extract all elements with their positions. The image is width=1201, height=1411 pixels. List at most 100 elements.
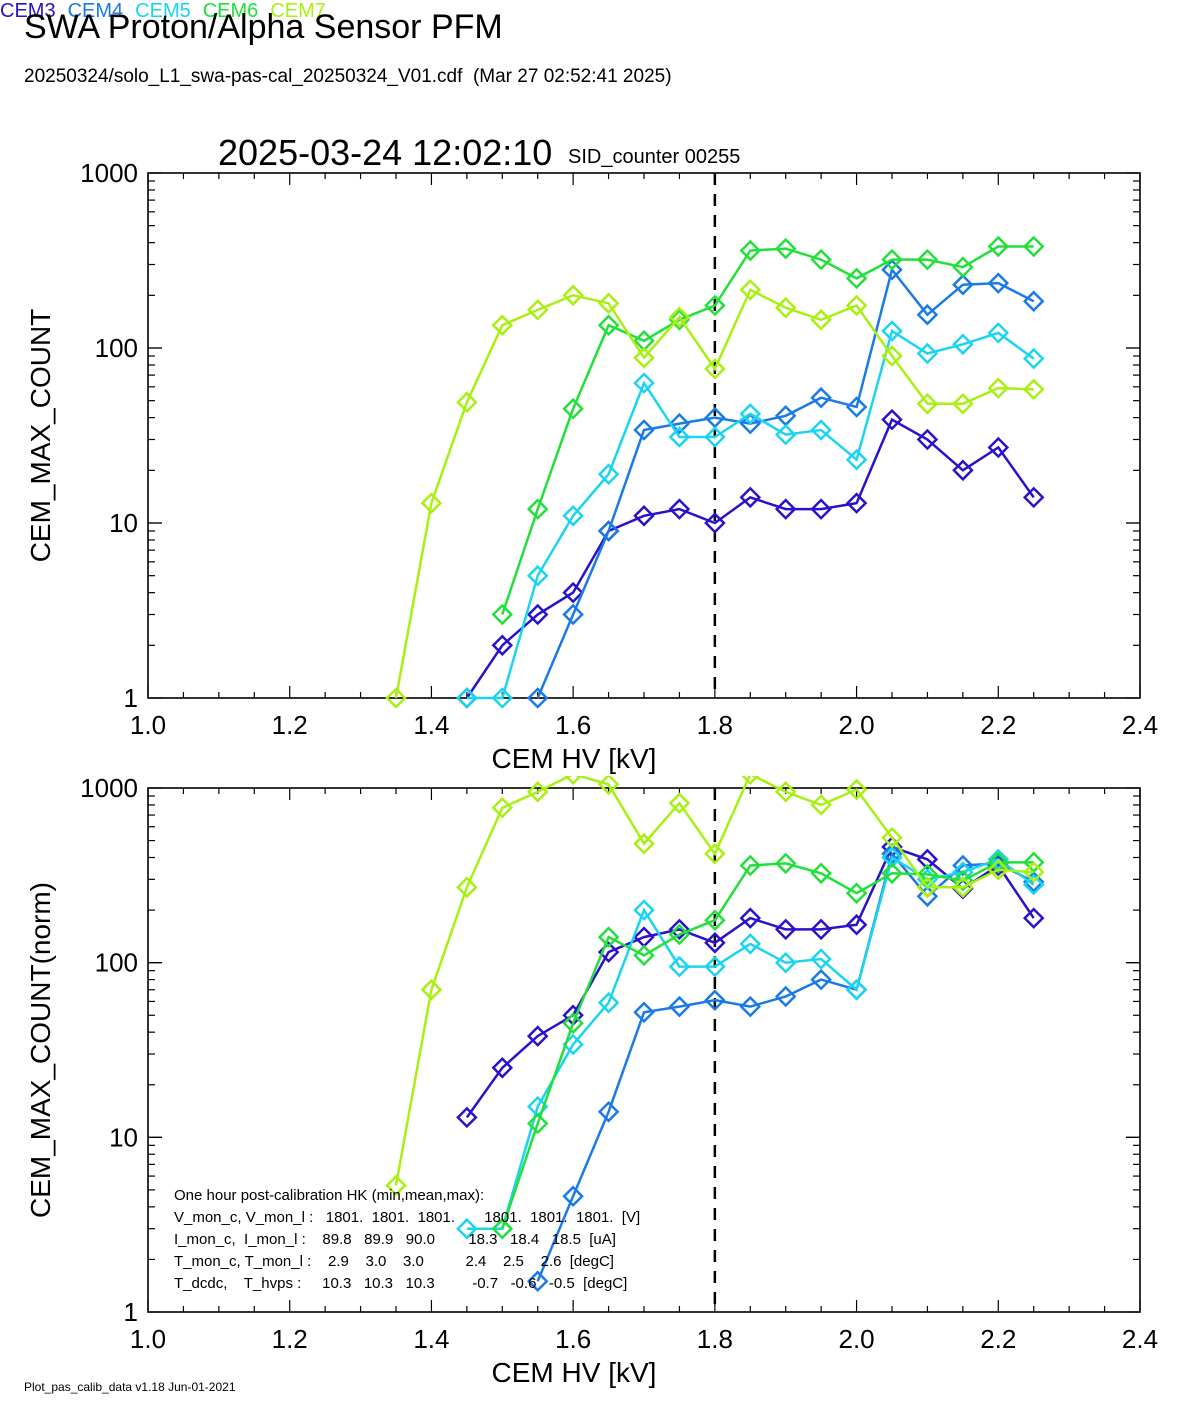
panel1-point-cem7 xyxy=(668,306,691,328)
panel1-point-cem6 xyxy=(987,235,1010,258)
panel1-point-cem6 xyxy=(952,256,974,278)
panel2-y-tick-label: 100 xyxy=(95,948,138,978)
panel1-point-cem4 xyxy=(881,258,903,281)
panel1-x-tick-label: 2.0 xyxy=(838,710,874,740)
panel2-point-cem5 xyxy=(774,951,797,974)
panel1-point-cem3 xyxy=(916,428,939,451)
panel2-point-cem7 xyxy=(526,781,549,803)
panel1-y-axis-label: CEM_MAX_COUNT xyxy=(25,309,56,563)
panel1-line-cem7 xyxy=(394,288,1034,699)
hk-row: T_mon_c, T_mon_l : 2.9 3.0 3.0 2.4 2.5 2… xyxy=(174,1253,614,1270)
panel1-point-cem4 xyxy=(952,273,974,296)
panel1-point-cem3 xyxy=(633,505,655,527)
panel2-point-cem5 xyxy=(739,933,762,955)
panel1-point-cem7 xyxy=(420,492,443,514)
panel1-point-cem4 xyxy=(597,520,620,542)
panel2-point-cem4 xyxy=(952,854,974,877)
panel1-point-cem6 xyxy=(526,498,549,520)
panel2-point-cem6 xyxy=(916,863,939,886)
panel2-line-cem6 xyxy=(501,861,1034,1230)
panel1-point-cem6 xyxy=(491,603,514,626)
legend-item-cem4: CEM4 xyxy=(67,0,124,22)
panel2-point-cem5 xyxy=(597,991,620,1014)
panel2-point-cem4 xyxy=(526,1270,549,1292)
panel1-point-cem7 xyxy=(916,393,939,415)
legend-item-cem5: CEM5 xyxy=(135,0,191,22)
panel1-point-cem5 xyxy=(562,505,584,527)
panel1-series-cem6 xyxy=(491,235,1045,626)
panel1-point-cem4 xyxy=(810,386,832,409)
panel2-series-cem5 xyxy=(456,846,1045,1240)
panel2-line-cem5 xyxy=(466,855,1035,1230)
panel1-y-tick-label: 100 xyxy=(95,333,138,363)
panel1-point-cem3 xyxy=(704,512,726,534)
panel1-point-cem7 xyxy=(845,294,868,317)
panel1-point-cem6 xyxy=(845,267,868,290)
panel2-point-cem4 xyxy=(739,995,762,1018)
panel2-point-cem7 xyxy=(597,776,620,796)
hk-title: One hour post-calibration HK (min,mean,m… xyxy=(174,1187,484,1204)
panel1-point-cem6 xyxy=(739,239,762,262)
panel2-point-cem6 xyxy=(704,909,726,931)
panel2-x-axis-label: CEM HV [kV] xyxy=(492,1357,657,1388)
page-title: SWA Proton/Alpha Sensor PFM xyxy=(24,8,503,46)
panel2-point-cem5 xyxy=(1022,873,1045,896)
panel1-point-cem4 xyxy=(526,687,549,709)
sid-counter: SID_counter 00255 xyxy=(568,146,741,168)
panel1-point-cem4 xyxy=(668,412,691,435)
panel2-point-cem3 xyxy=(526,1025,549,1047)
legend-item-cem3: CEM3 xyxy=(0,0,56,22)
panel1-point-cem5 xyxy=(810,419,832,441)
panel2-x-tick-label: 1.6 xyxy=(555,1324,591,1354)
panel2-point-cem7 xyxy=(456,876,478,899)
panel1-x-tick-label: 1.4 xyxy=(413,710,449,740)
panel1-line-cem3 xyxy=(465,417,1035,699)
panel1-point-cem4 xyxy=(916,303,939,326)
panel1-point-cem7 xyxy=(491,314,514,336)
panel2-point-cem7 xyxy=(668,792,691,814)
panel2-point-cem6 xyxy=(987,851,1010,874)
timestamp: 2025-03-24 12:02:10 xyxy=(218,132,553,173)
panel2-point-cem5 xyxy=(810,948,832,970)
panel2-point-cem7 xyxy=(774,781,797,803)
panel2-point-cem5 xyxy=(668,955,691,978)
panel2-point-cem4 xyxy=(562,1185,584,1207)
panel1-point-cem5 xyxy=(491,687,514,709)
panel2-point-cem6 xyxy=(739,854,762,877)
panel2-point-cem6 xyxy=(810,862,832,885)
panel1-x-tick-label: 1.6 xyxy=(555,710,591,740)
panel2-point-cem5 xyxy=(987,848,1010,871)
panel1-point-cem5 xyxy=(668,426,691,448)
panel1-point-cem7 xyxy=(456,391,478,413)
panel2-point-cem4 xyxy=(704,989,726,1011)
panel2-point-cem3 xyxy=(739,907,762,929)
panel1-point-cem7 xyxy=(881,345,903,367)
panel1-point-cem7 xyxy=(633,346,655,369)
panel2-point-cem4 xyxy=(668,995,691,1018)
panel2-point-cem6 xyxy=(668,923,691,946)
panel2-y-tick-label: 10 xyxy=(109,1122,138,1152)
panel1-point-cem7 xyxy=(952,393,974,415)
panel2-x-tick-label: 1.4 xyxy=(413,1324,449,1354)
panel2-point-cem7 xyxy=(385,1174,407,1197)
panel1-point-cem5 xyxy=(704,426,726,448)
panel2-point-cem4 xyxy=(916,885,939,908)
panel2-y-tick-label: 1000 xyxy=(80,773,138,803)
panel1-point-cem5 xyxy=(1022,347,1045,370)
panel2-point-cem7 xyxy=(845,778,868,801)
panel1-point-cem3 xyxy=(491,634,514,657)
panel2-point-cem5 xyxy=(704,955,726,978)
panel1-point-cem3 xyxy=(845,492,868,514)
panel1-x-tick-label: 2.2 xyxy=(980,710,1016,740)
panel1-point-cem7 xyxy=(1022,378,1045,401)
legend: CEM3 CEM4 CEM5 CEM6 CEM7 xyxy=(0,0,1201,23)
panel1-point-cem4 xyxy=(1022,290,1045,312)
panel2-y-axis-label: CEM_MAX_COUNT(norm) xyxy=(25,882,56,1218)
panel2-x-tick-label: 1.8 xyxy=(697,1324,733,1354)
panel2-x-tick-label: 2.2 xyxy=(980,1324,1016,1354)
legend-item-cem6: CEM6 xyxy=(202,0,259,22)
panel1-x-tick-label: 1.8 xyxy=(697,710,733,740)
panel2-point-cem7 xyxy=(704,843,726,865)
panel2-point-cem3 xyxy=(845,913,868,936)
